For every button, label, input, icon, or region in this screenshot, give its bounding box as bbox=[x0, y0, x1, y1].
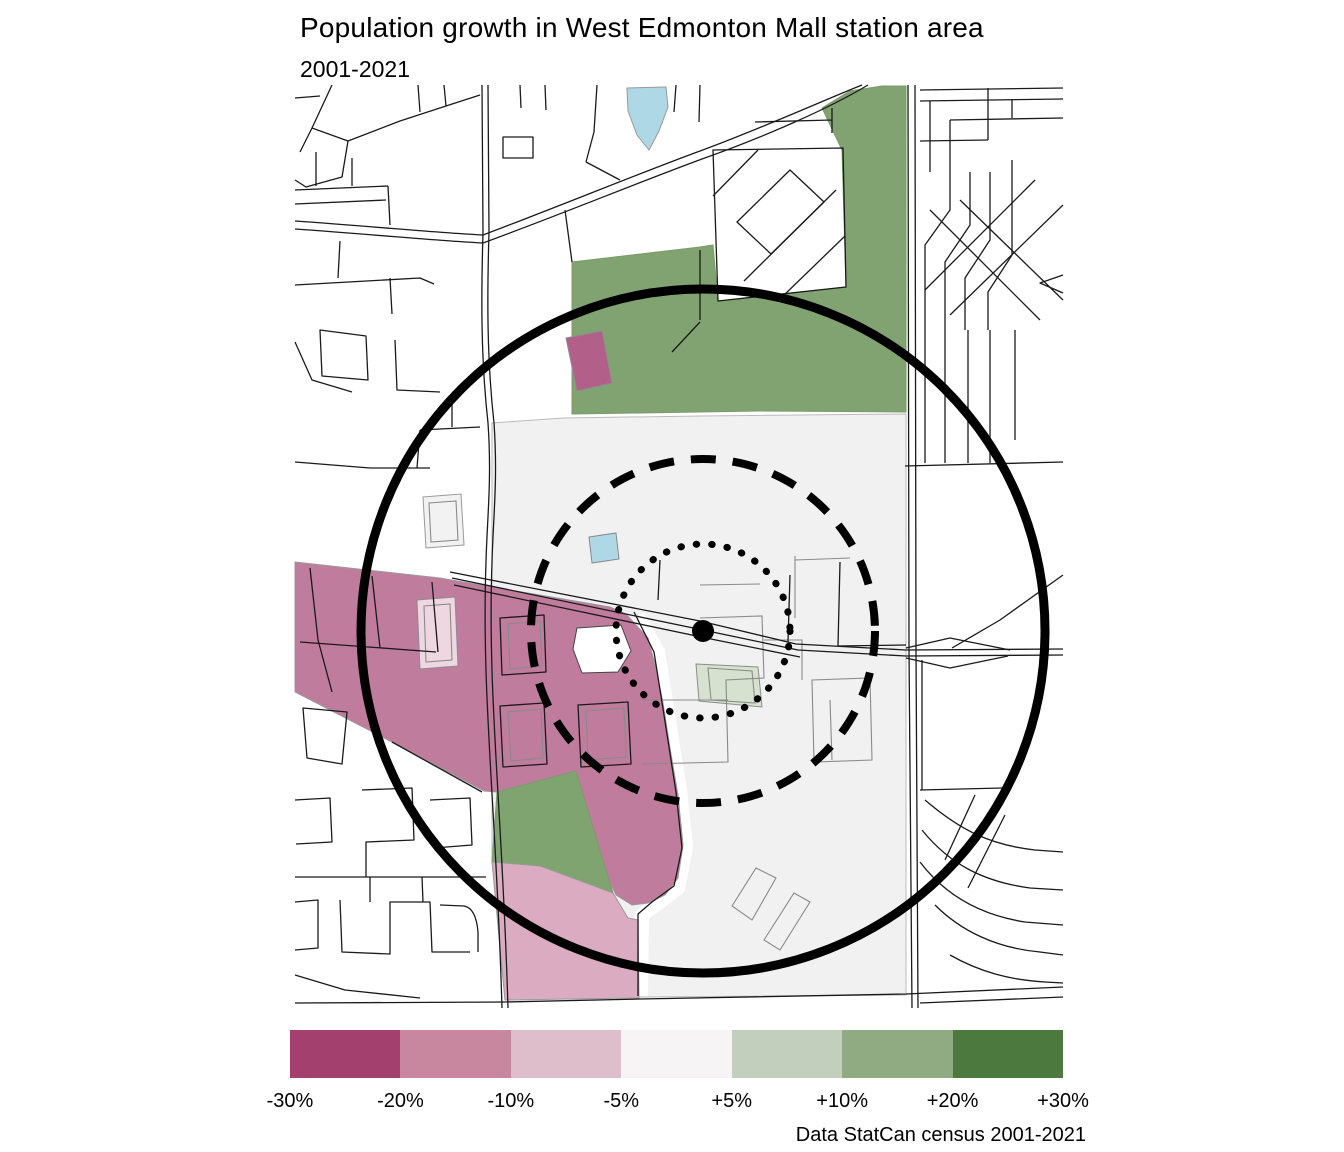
legend-labels: -30% -20% -10% -5% +5% +10% +20% +30% bbox=[267, 1090, 1089, 1116]
legend-swatch-7 bbox=[952, 1030, 1063, 1078]
radius-rings bbox=[356, 284, 1050, 978]
zone-hole-white bbox=[572, 624, 632, 674]
zone-decline-small bbox=[565, 330, 613, 392]
zone-decline-bottom bbox=[491, 861, 640, 1001]
page-title: Population growth in West Edmonton Mall … bbox=[300, 12, 984, 43]
station-dot bbox=[692, 620, 714, 642]
legend-swatch-5 bbox=[731, 1030, 843, 1078]
ring-middle bbox=[527, 455, 879, 807]
legend-tick-label: -20% bbox=[377, 1090, 424, 1112]
road-channel bbox=[631, 612, 694, 997]
legend-swatch-4 bbox=[621, 1030, 732, 1078]
legend-tick-label: +10% bbox=[816, 1090, 868, 1112]
ring-outer bbox=[356, 284, 1050, 978]
legend-tick-label: -10% bbox=[487, 1090, 535, 1112]
page-subtitle: 2001-2021 bbox=[300, 56, 410, 82]
legend-tick-label: +30% bbox=[1037, 1090, 1089, 1112]
legend-tick-label: -5% bbox=[603, 1090, 640, 1112]
zone-growth-light bbox=[695, 663, 763, 708]
legend-swatch-3 bbox=[510, 1030, 622, 1078]
ring-inner bbox=[612, 540, 794, 722]
zone-neutral-small bbox=[422, 493, 465, 549]
pond bbox=[626, 86, 669, 151]
legend-swatch-2 bbox=[400, 1030, 511, 1078]
legend-swatch-6 bbox=[842, 1030, 953, 1078]
small-pond bbox=[588, 532, 620, 564]
legend-tick-label: -30% bbox=[266, 1090, 314, 1112]
legend-tick-label: +5% bbox=[711, 1090, 752, 1112]
zone-growth-top bbox=[571, 85, 907, 415]
legend-swatch-1 bbox=[290, 1030, 401, 1078]
legend-tick-label: +20% bbox=[926, 1090, 979, 1112]
legend-bar bbox=[290, 1030, 1063, 1078]
zone-layer bbox=[294, 85, 907, 1001]
data-source-caption: Data StatCan census 2001-2021 bbox=[795, 1124, 1086, 1146]
